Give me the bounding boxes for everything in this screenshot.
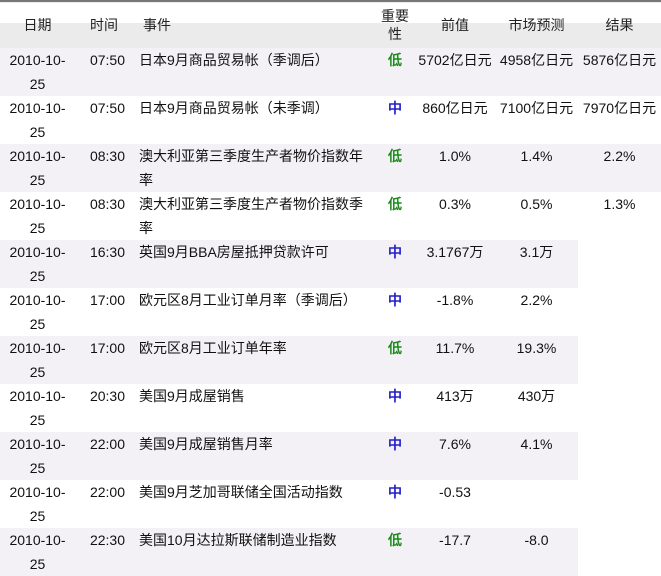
forecast-cell: 4.1%	[495, 432, 578, 480]
header-date: 日期	[23, 17, 52, 33]
time-cell: 22:30	[75, 528, 133, 576]
event-cell: 英国9月BBA房屋抵押贷款许可	[133, 240, 375, 288]
date-cell: 2010-10-25	[0, 48, 75, 96]
time-cell: 16:30	[75, 240, 133, 288]
time-cell: 22:00	[75, 432, 133, 480]
date-cell: 2010-10-25	[9, 100, 66, 140]
event-cell: 美国9月成屋销售	[139, 388, 245, 404]
date-cell: 2010-10-25	[9, 292, 66, 332]
forecast-cell: 4958亿日元	[495, 48, 578, 96]
importance-cell: 中	[388, 388, 402, 404]
time-cell: 22:00	[89, 484, 125, 500]
time-cell: 07:50	[75, 48, 133, 96]
importance-cell: 低	[375, 144, 415, 192]
previous-cell: 11.7%	[415, 336, 495, 384]
result-cell	[578, 336, 661, 384]
result-cell: 1.3%	[603, 196, 636, 212]
previous-cell: 413万	[436, 388, 474, 404]
event-cell: 美国9月成屋销售月率	[133, 432, 375, 480]
date-cell: 2010-10-25	[0, 432, 75, 480]
event-cell: 美国9月芝加哥联储全国活动指数	[139, 484, 343, 500]
importance-cell: 中	[388, 100, 402, 116]
result-cell: 2.2%	[578, 144, 661, 192]
header-row: 日期 时间 事件 重要性 前值 市场预测 结果	[0, 1, 661, 48]
header-importance: 重要性	[381, 8, 409, 42]
header-forecast: 市场预测	[508, 17, 565, 33]
forecast-cell: 430万	[517, 388, 556, 404]
date-cell: 2010-10-25	[0, 240, 75, 288]
header-time: 时间	[90, 17, 118, 33]
importance-cell: 中	[375, 240, 415, 288]
result-cell	[578, 288, 661, 336]
previous-cell: 7.6%	[415, 432, 495, 480]
time-cell: 08:30	[75, 144, 133, 192]
time-cell: 20:30	[89, 388, 125, 404]
header-previous: 前值	[441, 17, 469, 33]
date-cell: 2010-10-25	[0, 528, 75, 576]
table-row: 2010-10-25 17:00 欧元区8月工业订单年率低 11.7% 19.3%	[0, 336, 661, 384]
result-cell: 5876亿日元	[578, 48, 661, 96]
table-row: 2010-10-25 20:30 美国9月成屋销售 中 413万 430万	[0, 384, 661, 432]
header-result: 结果	[605, 17, 634, 33]
importance-cell: 中	[375, 432, 415, 480]
table-row: 2010-10-25 16:30 英国9月BBA房屋抵押贷款许可中 3.1767万 3.…	[0, 240, 661, 288]
importance-cell: 低	[375, 528, 415, 576]
forecast-cell	[495, 480, 578, 528]
forecast-cell: -8.0	[495, 528, 578, 576]
event-cell: 欧元区8月工业订单月率（季调后）	[139, 292, 357, 308]
header-event: 事件	[143, 17, 171, 33]
importance-cell: 中	[388, 484, 402, 500]
previous-cell: -17.7	[415, 528, 495, 576]
event-cell: 澳大利亚第三季度生产者物价指数季率	[139, 196, 363, 236]
forecast-cell: 3.1万	[495, 240, 578, 288]
event-cell: 日本9月商品贸易帐（季调后）	[133, 48, 375, 96]
result-cell	[578, 480, 661, 528]
forecast-cell: 2.2%	[520, 292, 553, 308]
forecast-cell: 7100亿日元	[499, 100, 574, 116]
event-cell: 美国10月达拉斯联储制造业指数	[133, 528, 375, 576]
importance-cell: 低	[388, 196, 402, 212]
previous-cell: 5702亿日元	[415, 48, 495, 96]
table-row: 2010-10-25 07:50 日本9月商品贸易帐（季调后）低 5702亿日元 495…	[0, 48, 661, 96]
table-row: 2010-10-25 22:30 美国10月达拉斯联储制造业指数低 -17.7 -8.0	[0, 528, 661, 576]
previous-cell: -1.8%	[436, 292, 474, 308]
table-row: 2010-10-25 08:30 澳大利亚第三季度生产者物价指数年率低 1.0% 1.4…	[0, 144, 661, 192]
table-row: 2010-10-25 22:00 美国9月成屋销售月率中 7.6% 4.1%	[0, 432, 661, 480]
result-cell	[578, 240, 661, 288]
forecast-cell: 0.5%	[520, 196, 553, 212]
event-cell: 日本9月商品贸易帐（未季调）	[139, 100, 329, 116]
date-cell: 2010-10-25	[9, 196, 66, 236]
date-cell: 2010-10-25	[9, 484, 66, 524]
previous-cell: 1.0%	[415, 144, 495, 192]
importance-cell: 低	[375, 48, 415, 96]
time-cell: 17:00	[89, 292, 125, 308]
table-row: 2010-10-25 17:00 欧元区8月工业订单月率（季调后） 中 -1.8% 2.2…	[0, 288, 661, 336]
time-cell: 08:30	[89, 196, 125, 212]
result-cell: 7970亿日元	[582, 100, 657, 116]
event-cell: 欧元区8月工业订单年率	[133, 336, 375, 384]
previous-cell: 0.3%	[439, 196, 471, 212]
table-row: 2010-10-25 07:50 日本9月商品贸易帐（未季调） 中 860亿日元 7100…	[0, 96, 661, 144]
previous-cell: -0.53	[439, 484, 471, 500]
time-cell: 07:50	[89, 100, 125, 116]
result-cell	[578, 528, 661, 576]
forecast-cell: 19.3%	[495, 336, 578, 384]
importance-cell: 中	[388, 292, 402, 308]
date-cell: 2010-10-25	[0, 336, 75, 384]
result-cell	[578, 384, 661, 432]
previous-cell: 860亿日元	[422, 100, 488, 116]
importance-cell: 低	[375, 336, 415, 384]
previous-cell: 3.1767万	[415, 240, 495, 288]
forecast-cell: 1.4%	[495, 144, 578, 192]
date-cell: 2010-10-25	[9, 388, 66, 428]
date-cell: 2010-10-25	[0, 144, 75, 192]
table-row: 2010-10-25 22:00 美国9月芝加哥联储全国活动指数 中 -0.53	[0, 480, 661, 528]
table-row: 2010-10-25 08:30 澳大利亚第三季度生产者物价指数季率 低 0.3% 0.5…	[0, 192, 661, 240]
time-cell: 17:00	[75, 336, 133, 384]
result-cell	[578, 432, 661, 480]
event-cell: 澳大利亚第三季度生产者物价指数年率	[133, 144, 375, 192]
